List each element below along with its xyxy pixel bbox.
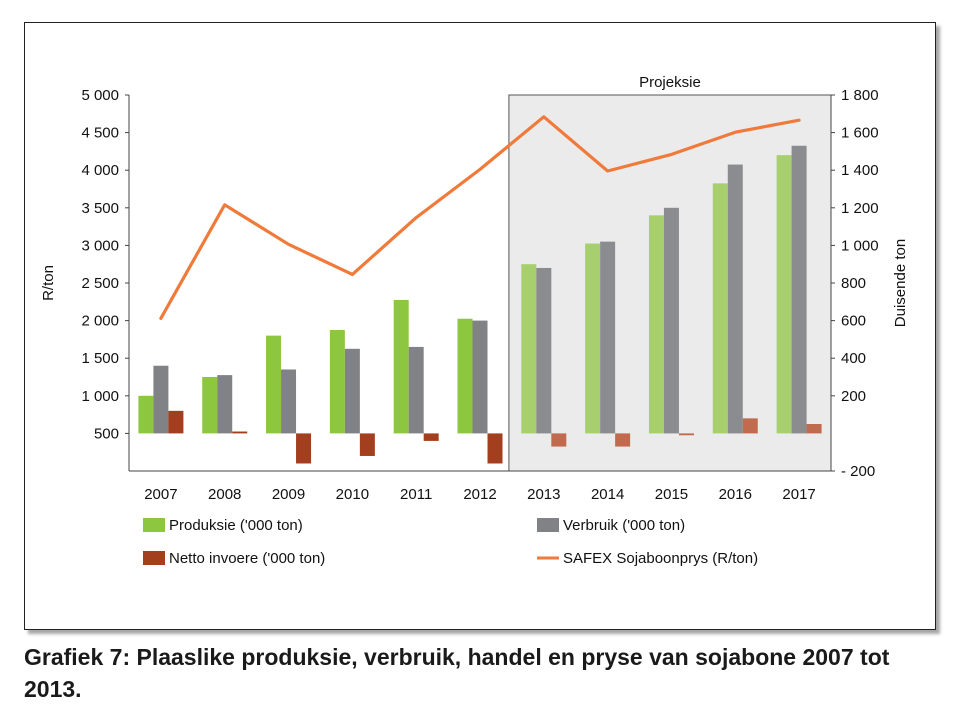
x-tick-label-2015: 2015: [655, 486, 688, 503]
bar-produksie-2017: [776, 155, 792, 434]
bar-netto-invoere-2012: [487, 433, 503, 464]
legend-label-3: SAFEX Sojaboonprys (R/ton): [563, 550, 758, 567]
legend-label-1: Verbruik ('000 ton): [563, 517, 685, 534]
legend-swatch-1: [537, 518, 559, 532]
x-tick-label-2016: 2016: [719, 486, 752, 503]
bar-netto-invoere-2017: [806, 424, 822, 434]
bar-produksie-2009: [266, 335, 282, 434]
chart-frame: Projeksie 500 1 000 1 500 2 000 2 500 3 000 3 …: [24, 22, 936, 630]
bar-verbruik-2015: [663, 207, 679, 434]
right-axis-label: Duisende ton: [892, 239, 909, 327]
bar-netto-invoere-2016: [742, 418, 758, 434]
right-tick-label: 1 200: [841, 200, 879, 217]
right-tick-label: 600: [841, 313, 866, 330]
x-tick-label-2008: 2008: [208, 486, 241, 503]
price-line: [159, 115, 801, 320]
bar-produksie-2008: [202, 377, 218, 434]
x-tick-label-2012: 2012: [463, 486, 496, 503]
left-tick-label: 4 000: [81, 162, 119, 179]
bar-netto-invoere-2013: [551, 433, 567, 447]
left-tick-label: 2 000: [81, 313, 119, 330]
right-tick-label: 1 800: [841, 87, 879, 104]
legend-swatch-2: [143, 551, 165, 565]
x-tick-label-2011: 2011: [400, 486, 432, 503]
bar-netto-invoere-2015: [678, 433, 694, 436]
bar-produksie-2013: [521, 264, 537, 434]
bar-verbruik-2014: [600, 241, 616, 434]
right-tick-label: 1 600: [841, 125, 879, 142]
right-tick-label: 1 400: [841, 162, 879, 179]
left-tick-label: 2 500: [81, 275, 119, 292]
left-tick-label: 1 500: [81, 350, 119, 367]
bar-produksie-2015: [648, 215, 664, 434]
legend-swatch-0: [143, 518, 165, 532]
legend: Produksie ('000 ton) Verbruik ('000 ton) N…: [143, 517, 758, 567]
bar-produksie-2010: [329, 330, 345, 434]
x-tick-label-2013: 2013: [527, 486, 560, 503]
line-layer: [159, 115, 801, 320]
left-tick-label: 1 000: [81, 388, 119, 405]
bar-verbruik-2012: [472, 320, 488, 434]
bar-verbruik-2011: [408, 346, 424, 434]
left-tick-label: 5 000: [81, 87, 119, 104]
left-axis-ticks: 500 1 000 1 500 2 000 2 500 3 000 3 500 4 000 4 …: [81, 87, 129, 442]
legend-label-2: Netto invoere ('000 ton): [169, 550, 325, 567]
chart: Projeksie 500 1 000 1 500 2 000 2 500 3 000 3 …: [40, 74, 909, 567]
bar-netto-invoere-2010: [359, 433, 375, 456]
bar-produksie-2012: [457, 318, 473, 434]
right-tick-label: 200: [841, 388, 866, 405]
right-tick-label: 1 000: [841, 237, 879, 254]
bar-produksie-2016: [712, 183, 728, 434]
x-tick-label-2017: 2017: [782, 486, 815, 503]
x-tick-label-2009: 2009: [272, 486, 305, 503]
bar-produksie-2014: [585, 243, 601, 434]
bar-netto-invoere-2011: [423, 433, 439, 441]
left-tick-label: 4 500: [81, 125, 119, 142]
right-axis-ticks: - 200 200 400 600 800 1 000 1 200 1 400 1 600 1 8…: [831, 87, 879, 480]
left-tick-label: 3 000: [81, 237, 119, 254]
right-tick-label: 400: [841, 350, 866, 367]
x-tick-label-2014: 2014: [591, 486, 624, 503]
bar-layer: [138, 145, 822, 464]
legend-label-0: Produksie ('000 ton): [169, 517, 303, 534]
bar-netto-invoere-2007: [168, 410, 184, 434]
x-tick-label-2007: 2007: [144, 486, 177, 503]
left-axis-label: R/ton: [40, 265, 57, 301]
bar-verbruik-2013: [536, 267, 552, 434]
right-tick-label: - 200: [841, 463, 875, 480]
bar-produksie-2011: [393, 299, 409, 434]
bar-netto-invoere-2009: [296, 433, 312, 464]
right-tick-label: 800: [841, 275, 866, 292]
bar-verbruik-2010: [344, 348, 360, 434]
bar-verbruik-2016: [727, 164, 743, 434]
figure-caption: Grafiek 7: Plaaslike produksie, verbruik…: [24, 644, 890, 702]
bar-verbruik-2007: [153, 365, 169, 434]
x-tick-label-2010: 2010: [336, 486, 369, 503]
bar-verbruik-2008: [217, 375, 233, 434]
bar-netto-invoere-2014: [615, 433, 631, 447]
left-tick-label: 500: [94, 425, 119, 442]
projection-label: Projeksie: [639, 74, 701, 91]
bar-produksie-2007: [138, 395, 154, 434]
left-tick-label: 3 500: [81, 200, 119, 217]
bar-verbruik-2017: [791, 145, 807, 434]
x-axis-ticks: 2007 2008 2009 2010 2011 2012 2013 2014 2015 2016…: [144, 486, 816, 503]
bar-netto-invoere-2008: [232, 431, 248, 434]
bar-verbruik-2009: [281, 369, 297, 434]
